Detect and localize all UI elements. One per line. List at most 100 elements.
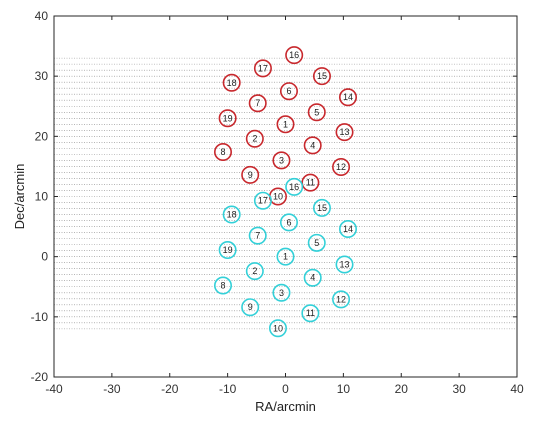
data-point-circle xyxy=(241,165,260,184)
data-point-circle xyxy=(248,226,267,245)
data-point-label: 17 xyxy=(258,63,268,73)
x-tick-label: 0 xyxy=(282,382,289,396)
data-point-label: 14 xyxy=(343,224,353,234)
data-point-circle xyxy=(218,241,237,260)
y-tick-label: 40 xyxy=(35,9,49,23)
data-point-label: 13 xyxy=(340,127,350,137)
data-point: 15 xyxy=(312,198,331,217)
data-point-circle xyxy=(222,73,241,92)
data-point-circle xyxy=(253,191,272,210)
data-point: 2 xyxy=(245,129,264,148)
data-point-label: 16 xyxy=(289,50,299,60)
data-point-circle xyxy=(272,151,291,170)
data-point-circle xyxy=(276,247,295,266)
data-point-label: 4 xyxy=(310,140,315,150)
data-point-label: 12 xyxy=(336,162,346,172)
data-point: 17 xyxy=(253,191,272,210)
x-tick-label: -20 xyxy=(161,382,179,396)
data-point-circle xyxy=(307,233,326,252)
data-point: 6 xyxy=(279,213,298,232)
data-point-circle xyxy=(335,255,354,274)
data-point: 12 xyxy=(332,290,351,309)
data-point-circle xyxy=(301,173,320,192)
data-point: 3 xyxy=(272,283,291,302)
data-point-circle xyxy=(312,198,331,217)
data-point-circle xyxy=(253,59,272,78)
data-point-label: 8 xyxy=(220,281,225,291)
y-tick-label: 0 xyxy=(41,250,48,264)
data-point-label: 12 xyxy=(336,294,346,304)
data-point-label: 19 xyxy=(223,245,233,255)
data-point-circle xyxy=(307,103,326,122)
data-point: 19 xyxy=(218,241,237,260)
x-tick-label: 20 xyxy=(395,382,409,396)
data-point-label: 3 xyxy=(279,155,284,165)
data-point-circle xyxy=(303,268,322,287)
data-point: 17 xyxy=(253,59,272,78)
data-point-circle xyxy=(248,94,267,113)
data-point: 15 xyxy=(312,67,331,86)
data-point-label: 11 xyxy=(306,308,315,318)
data-point-label: 3 xyxy=(279,288,284,298)
data-point-circle xyxy=(285,177,304,196)
data-point: 6 xyxy=(279,82,298,101)
data-point-label: 13 xyxy=(340,259,350,269)
data-point-circle xyxy=(222,205,241,224)
data-point-circle xyxy=(339,88,358,107)
data-point-label: 1 xyxy=(283,119,288,129)
data-point-label: 17 xyxy=(258,196,268,206)
data-point: 1 xyxy=(276,115,295,134)
data-point-label: 2 xyxy=(252,134,257,144)
data-point: 16 xyxy=(285,46,304,65)
data-point-circle xyxy=(213,142,232,161)
x-tick-label: -10 xyxy=(219,382,237,396)
data-point-circle xyxy=(279,82,298,101)
x-axis-ticks: -40 -30 -20 -10 0 10 20 30 40 xyxy=(45,16,524,396)
data-point-label: 6 xyxy=(286,86,291,96)
data-point-circle xyxy=(301,304,320,323)
y-axis-ticks: -20 -10 0 10 20 30 40 xyxy=(31,9,517,384)
data-point: 13 xyxy=(335,123,354,142)
data-point-label: 8 xyxy=(220,147,225,157)
x-tick-label: 40 xyxy=(510,382,524,396)
data-point: 11 xyxy=(301,173,320,192)
data-point-label: 10 xyxy=(273,323,283,333)
data-point: 19 xyxy=(218,109,237,128)
data-point: 16 xyxy=(285,177,304,196)
x-tick-label: -40 xyxy=(45,382,63,396)
data-point-circle xyxy=(218,109,237,128)
data-point-circle xyxy=(285,46,304,65)
y-axis-label: Dec/arcmin xyxy=(12,164,27,230)
data-point-label: 9 xyxy=(248,302,253,312)
data-point-circle xyxy=(335,123,354,142)
data-point-label: 18 xyxy=(227,78,237,88)
data-point: 11 xyxy=(301,304,320,323)
data-point-circle xyxy=(276,115,295,134)
data-point-label: 18 xyxy=(227,210,237,220)
data-point-label: 9 xyxy=(248,170,253,180)
data-point-label: 15 xyxy=(317,203,327,213)
data-point-label: 14 xyxy=(343,92,353,102)
data-point-circle xyxy=(241,298,260,317)
data-point: 5 xyxy=(307,233,326,252)
y-tick-label: -20 xyxy=(31,370,49,384)
data-point: 10 xyxy=(268,187,287,206)
x-axis-label: RA/arcmin xyxy=(255,399,316,414)
data-point: 7 xyxy=(248,94,267,113)
data-point-circle xyxy=(332,158,351,177)
x-tick-label: 30 xyxy=(452,382,466,396)
data-point-label: 6 xyxy=(286,217,291,227)
data-point: 13 xyxy=(335,255,354,274)
data-point-circle xyxy=(279,213,298,232)
y-tick-label: 20 xyxy=(35,129,49,143)
data-point: 4 xyxy=(303,136,322,155)
data-point: 5 xyxy=(307,103,326,122)
data-point: 14 xyxy=(339,219,358,238)
data-point-label: 7 xyxy=(255,231,260,241)
data-point-circle xyxy=(332,290,351,309)
y-tick-label: 10 xyxy=(35,190,49,204)
y-tick-label: 30 xyxy=(35,69,49,83)
data-point-label: 4 xyxy=(310,273,315,283)
data-point-circle xyxy=(213,276,232,295)
